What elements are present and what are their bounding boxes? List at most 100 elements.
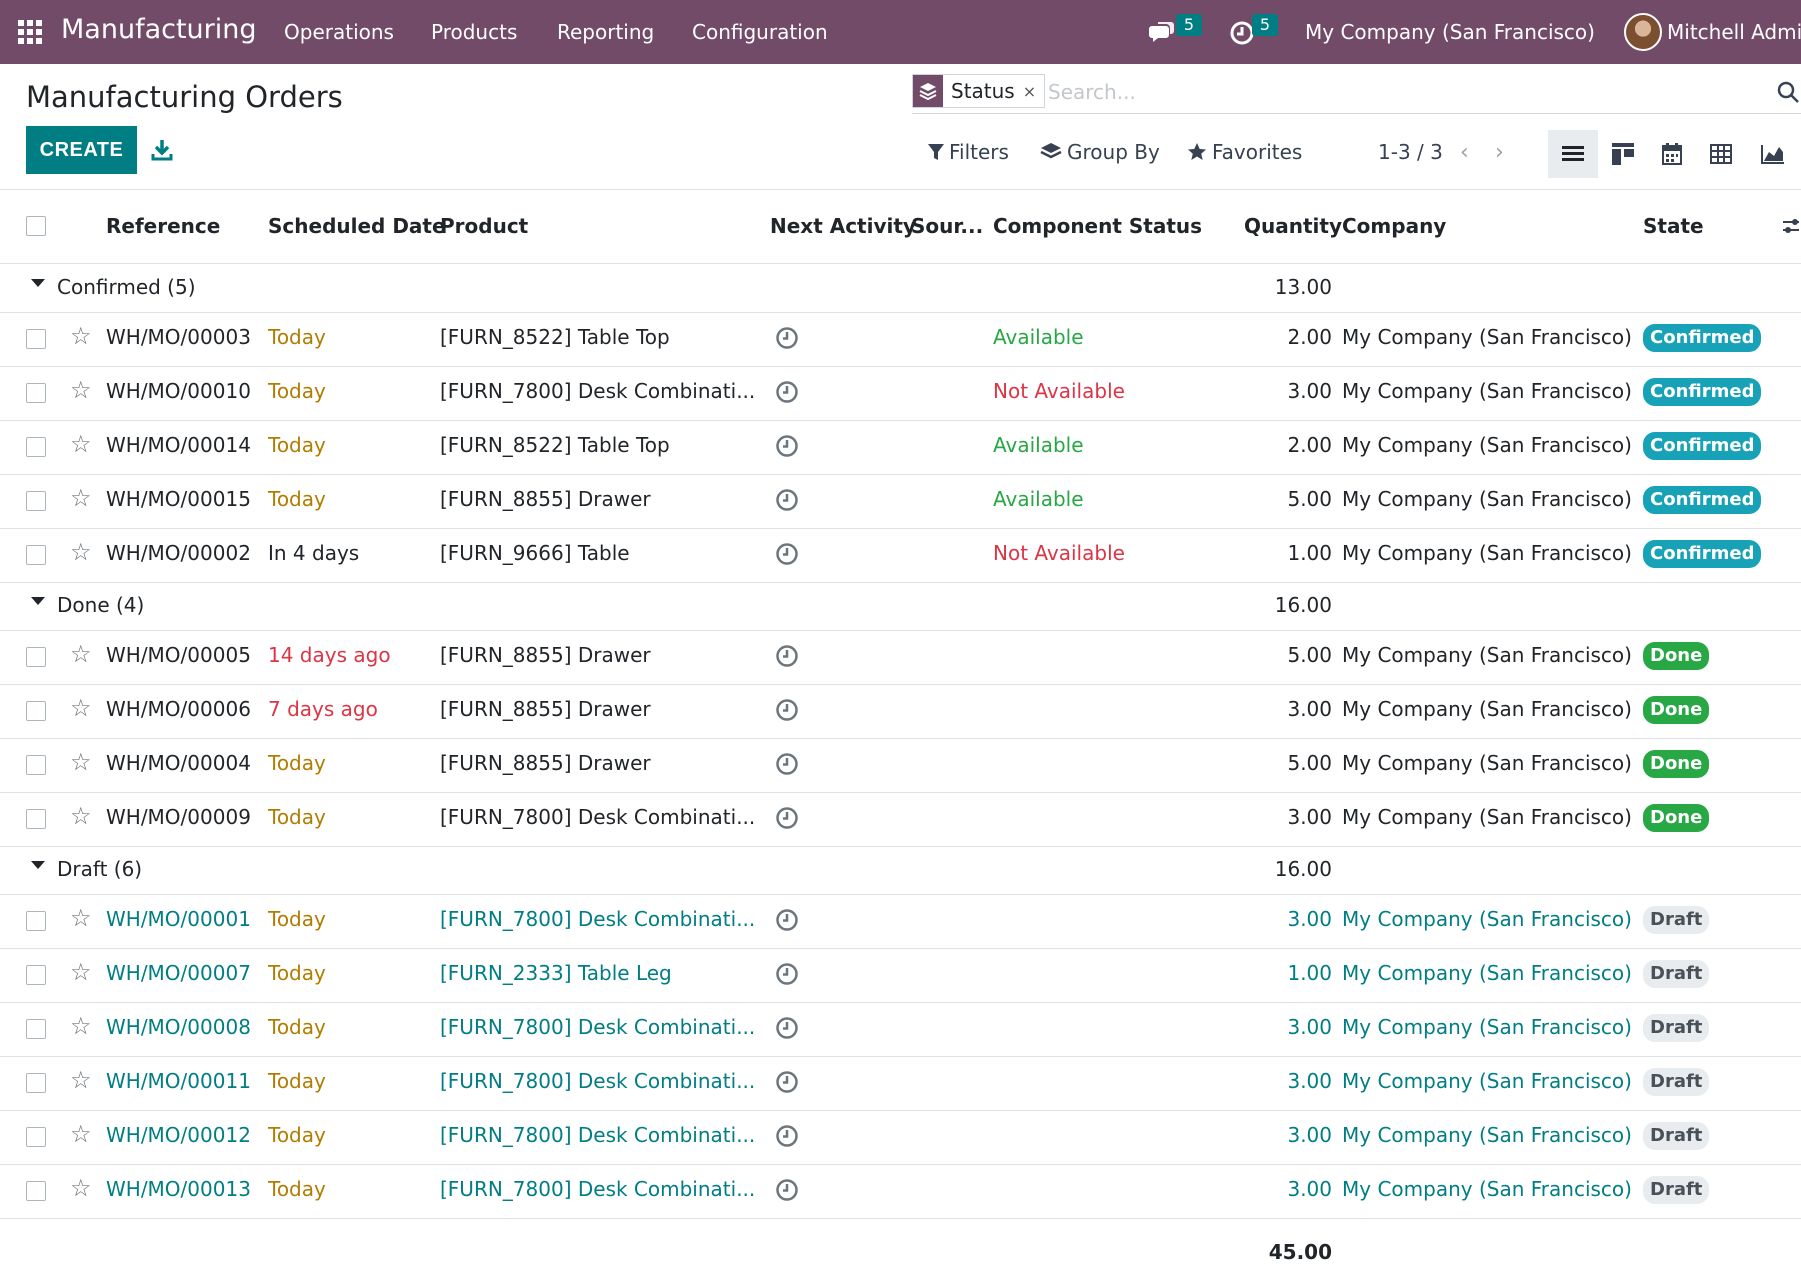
row-reference[interactable]: WH/MO/00003	[106, 325, 251, 349]
row-company[interactable]: My Company (San Francisco)	[1342, 1123, 1632, 1147]
row-checkbox[interactable]	[26, 965, 46, 985]
row-product[interactable]: [FURN_9666] Table	[440, 541, 630, 565]
favorite-star-icon[interactable]: ☆	[70, 802, 92, 830]
row-checkbox[interactable]	[26, 1181, 46, 1201]
row-reference[interactable]: WH/MO/00007	[106, 961, 251, 985]
row-company[interactable]: My Company (San Francisco)	[1342, 961, 1632, 985]
row-checkbox[interactable]	[26, 329, 46, 349]
company-switcher[interactable]: My Company (San Francisco)	[1305, 20, 1595, 44]
row-checkbox[interactable]	[26, 701, 46, 721]
download-icon[interactable]	[150, 138, 174, 162]
row-reference[interactable]: WH/MO/00015	[106, 487, 251, 511]
col-source[interactable]: Sour...	[911, 214, 984, 238]
row-reference[interactable]: WH/MO/00006	[106, 697, 251, 721]
activity-clock-icon[interactable]	[775, 908, 799, 932]
row-product[interactable]: [FURN_8522] Table Top	[440, 433, 670, 457]
search-input[interactable]	[1048, 78, 1748, 106]
filters-button[interactable]: Filters	[928, 140, 1009, 164]
row-company[interactable]: My Company (San Francisco)	[1342, 433, 1632, 457]
row-product[interactable]: [FURN_7800] Desk Combinati...	[440, 907, 756, 931]
row-company[interactable]: My Company (San Francisco)	[1342, 1069, 1632, 1093]
row-checkbox[interactable]	[26, 545, 46, 565]
row-company[interactable]: My Company (San Francisco)	[1342, 1177, 1632, 1201]
row-reference[interactable]: WH/MO/00001	[106, 907, 251, 931]
row-product[interactable]: [FURN_7800] Desk Combinati...	[440, 1123, 756, 1147]
row-reference[interactable]: WH/MO/00010	[106, 379, 251, 403]
pivot-view-icon[interactable]	[1696, 130, 1746, 178]
kanban-view-icon[interactable]	[1598, 130, 1648, 178]
favorite-star-icon[interactable]: ☆	[70, 958, 92, 986]
menu-products[interactable]: Products	[431, 20, 518, 44]
col-company[interactable]: Company	[1342, 214, 1447, 238]
row-checkbox[interactable]	[26, 491, 46, 511]
activity-clock-icon[interactable]	[775, 752, 799, 776]
activity-clock-icon[interactable]	[775, 488, 799, 512]
group-header[interactable]: Done (4)	[57, 593, 145, 617]
activity-clock-icon[interactable]	[775, 380, 799, 404]
activity-clock-icon[interactable]	[775, 962, 799, 986]
favorite-star-icon[interactable]: ☆	[70, 694, 92, 722]
row-company[interactable]: My Company (San Francisco)	[1342, 751, 1632, 775]
activity-clock-icon[interactable]	[775, 434, 799, 458]
row-checkbox[interactable]	[26, 809, 46, 829]
group-header[interactable]: Draft (6)	[57, 857, 143, 881]
app-name[interactable]: Manufacturing	[61, 14, 257, 45]
favorites-button[interactable]: Favorites	[1187, 140, 1302, 164]
row-product[interactable]: [FURN_7800] Desk Combinati...	[440, 379, 756, 403]
row-company[interactable]: My Company (San Francisco)	[1342, 487, 1632, 511]
row-product[interactable]: [FURN_8855] Drawer	[440, 487, 651, 511]
row-checkbox[interactable]	[26, 1019, 46, 1039]
select-all-checkbox[interactable]	[26, 216, 46, 236]
row-company[interactable]: My Company (San Francisco)	[1342, 325, 1632, 349]
col-state[interactable]: State	[1643, 214, 1704, 238]
pager-previous-icon[interactable]: ‹	[1460, 140, 1469, 165]
row-reference[interactable]: WH/MO/00004	[106, 751, 251, 775]
favorite-star-icon[interactable]: ☆	[70, 538, 92, 566]
favorite-star-icon[interactable]: ☆	[70, 748, 92, 776]
col-component-status[interactable]: Component Status	[993, 214, 1203, 238]
group-caret-icon[interactable]	[31, 597, 45, 605]
activity-clock-icon[interactable]	[775, 1124, 799, 1148]
row-product[interactable]: [FURN_8855] Drawer	[440, 751, 651, 775]
create-button[interactable]: CREATE	[26, 126, 137, 174]
row-reference[interactable]: WH/MO/00008	[106, 1015, 251, 1039]
row-product[interactable]: [FURN_8522] Table Top	[440, 325, 670, 349]
activity-clock-icon[interactable]	[775, 644, 799, 668]
pager-next-icon[interactable]: ›	[1495, 140, 1504, 165]
activity-clock-icon[interactable]	[775, 542, 799, 566]
row-reference[interactable]: WH/MO/00014	[106, 433, 251, 457]
row-product[interactable]: [FURN_2333] Table Leg	[440, 961, 672, 985]
favorite-star-icon[interactable]: ☆	[70, 1066, 92, 1094]
list-view-icon[interactable]	[1548, 130, 1598, 178]
row-company[interactable]: My Company (San Francisco)	[1342, 907, 1632, 931]
menu-reporting[interactable]: Reporting	[557, 20, 655, 44]
row-checkbox[interactable]	[26, 755, 46, 775]
activity-clock-icon[interactable]	[775, 806, 799, 830]
row-checkbox[interactable]	[26, 1127, 46, 1147]
row-checkbox[interactable]	[26, 911, 46, 931]
row-company[interactable]: My Company (San Francisco)	[1342, 379, 1632, 403]
search-icon[interactable]	[1775, 79, 1801, 105]
row-checkbox[interactable]	[26, 383, 46, 403]
row-product[interactable]: [FURN_8855] Drawer	[440, 643, 651, 667]
activity-clock-icon[interactable]	[775, 698, 799, 722]
row-company[interactable]: My Company (San Francisco)	[1342, 697, 1632, 721]
col-reference[interactable]: Reference	[106, 214, 221, 238]
activity-clock-icon[interactable]	[775, 1070, 799, 1094]
col-next-activity[interactable]: Next Activity	[770, 214, 916, 238]
row-product[interactable]: [FURN_7800] Desk Combinati...	[440, 1015, 756, 1039]
menu-configuration[interactable]: Configuration	[692, 20, 828, 44]
favorite-star-icon[interactable]: ☆	[70, 904, 92, 932]
row-company[interactable]: My Company (San Francisco)	[1342, 1015, 1632, 1039]
group-header[interactable]: Confirmed (5)	[57, 275, 196, 299]
favorite-star-icon[interactable]: ☆	[70, 376, 92, 404]
calendar-view-icon[interactable]	[1647, 130, 1697, 178]
favorite-star-icon[interactable]: ☆	[70, 430, 92, 458]
row-reference[interactable]: WH/MO/00009	[106, 805, 251, 829]
activity-clock-icon[interactable]	[775, 1016, 799, 1040]
apps-menu-icon[interactable]	[18, 20, 42, 44]
group-caret-icon[interactable]	[31, 861, 45, 869]
pager-value[interactable]: 1-3 / 3	[1378, 140, 1443, 164]
favorite-star-icon[interactable]: ☆	[70, 322, 92, 350]
favorite-star-icon[interactable]: ☆	[70, 1174, 92, 1202]
